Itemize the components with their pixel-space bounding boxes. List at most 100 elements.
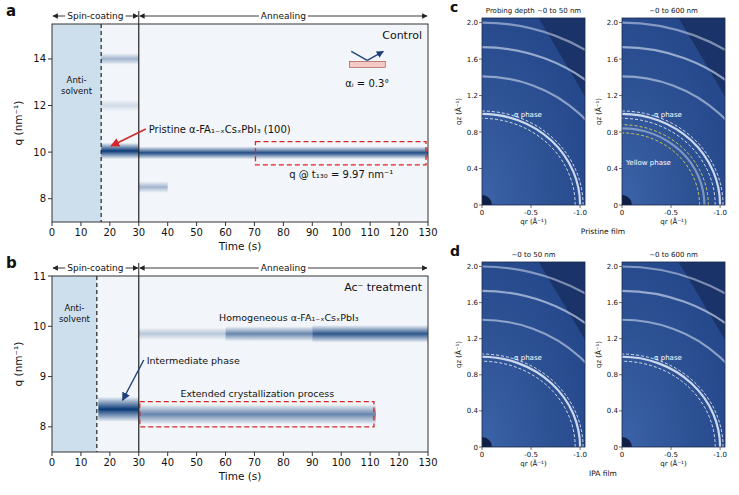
geometry-icon (349, 61, 385, 67)
x-tick (399, 452, 400, 456)
x-tick-label: 100 (332, 457, 351, 468)
phase-guide (482, 354, 583, 447)
diffraction-ring (622, 291, 725, 447)
y-tick (48, 426, 52, 427)
x-tick (399, 222, 400, 226)
y-tick-label: 14 (33, 53, 46, 64)
diffraction-ring (622, 320, 725, 447)
x-tick-label: -0.5 (664, 451, 678, 459)
y-tick-label: 1.6 (607, 56, 619, 64)
detector-gap (679, 262, 725, 340)
intensity-band (139, 404, 376, 424)
phase-guide (622, 361, 715, 447)
y-tick-label: 2.0 (607, 19, 618, 27)
event-line (138, 24, 139, 222)
y-tick-label: 8 (40, 193, 46, 204)
y-tick (479, 168, 482, 169)
anti-solvent-region (52, 276, 97, 452)
x-tick-label: 30 (132, 227, 145, 238)
x-tick-label: 120 (390, 457, 409, 468)
y-tick-label: 1.6 (607, 299, 619, 307)
y-tick-label: 0.4 (607, 165, 619, 173)
diffraction-ring (482, 357, 580, 447)
y-tick (619, 168, 622, 169)
x-axis-title: qr (Å⁻¹) (660, 217, 687, 226)
x-tick-label: 20 (103, 457, 116, 468)
diffraction-ring (622, 114, 720, 205)
stage-label: Spin-coating (67, 263, 123, 273)
y-axis-title: qz (Å⁻¹) (594, 341, 603, 368)
y-tick (479, 205, 482, 206)
x-tick-label: 50 (190, 227, 203, 238)
y-axis-title: qz (Å⁻¹) (454, 341, 463, 368)
plot-area (52, 24, 428, 222)
y-tick (48, 376, 52, 377)
phase-guide (482, 361, 575, 447)
x-tick-label: 0 (620, 209, 624, 217)
panel-label: a (6, 2, 16, 20)
event-line (138, 276, 139, 452)
x-tick (720, 205, 721, 208)
intensity-band (101, 100, 139, 112)
x-tick (720, 447, 721, 450)
x-tick (531, 205, 532, 208)
beam-stop (622, 437, 632, 447)
x-tick (138, 452, 139, 456)
x-tick (671, 205, 672, 208)
x-tick-label: 0 (620, 451, 624, 459)
y-tick-label: 0 (474, 444, 478, 452)
y-tick-label: 0 (614, 444, 618, 452)
detector-background (622, 262, 725, 447)
intensity-band (139, 181, 168, 193)
y-tick (619, 266, 622, 267)
panel-label: d (450, 243, 460, 259)
phase-guide (622, 118, 715, 205)
condition-label: Ac⁻ treatment (344, 281, 423, 294)
y-tick (48, 58, 52, 59)
x-tick (482, 205, 483, 208)
x-tick-label: 50 (190, 457, 203, 468)
y-tick (619, 22, 622, 23)
intensity-band (139, 328, 226, 341)
plot-background (52, 276, 428, 452)
stage-separator (138, 11, 139, 24)
x-tick (225, 452, 226, 456)
y-tick (619, 59, 622, 60)
y-tick (619, 302, 622, 303)
x-tick (52, 452, 53, 456)
annotation: Intermediate phase (147, 355, 240, 366)
x-tick (312, 222, 313, 226)
x-tick-label: 70 (248, 227, 261, 238)
diffraction-ring (622, 23, 725, 205)
y-tick-label: 1.2 (607, 92, 618, 100)
y-tick (479, 410, 482, 411)
x-axis-title: qr (Å⁻¹) (520, 459, 547, 468)
x-tick-label: -1.0 (573, 209, 587, 217)
x-tick (138, 222, 139, 226)
geometry-icon (367, 51, 383, 60)
image-title: ~0 to 600 nm (649, 251, 698, 259)
phase-label: Yellow phase (625, 159, 671, 167)
image-title: ~0 to 50 nm (511, 251, 555, 259)
diffraction-ring (482, 76, 585, 205)
y-tick-label: 1.2 (467, 92, 478, 100)
x-tick-label: 130 (418, 457, 437, 468)
diffraction-ring (622, 357, 720, 447)
y-tick-label: 0.8 (467, 371, 478, 379)
y-tick-label: 1.6 (467, 299, 479, 307)
y-tick-label: 0.4 (467, 407, 479, 415)
phase-label: α phase (654, 354, 682, 362)
beam-stop (482, 437, 492, 447)
y-axis-title: q (nm⁻¹) (12, 342, 24, 387)
y-axis-title: qz (Å⁻¹) (454, 98, 463, 125)
x-tick (341, 452, 342, 456)
y-tick-label: 1.2 (607, 335, 618, 343)
image-area (482, 262, 585, 447)
annotation-line: solvent (61, 86, 93, 96)
intensity-band (312, 325, 428, 343)
image-title: Probing depth ~0 to 50 nm (486, 7, 582, 15)
event-line (96, 276, 97, 452)
label-patch (259, 262, 308, 274)
detector-gap (679, 18, 725, 97)
annotation-line: solvent (59, 314, 91, 324)
